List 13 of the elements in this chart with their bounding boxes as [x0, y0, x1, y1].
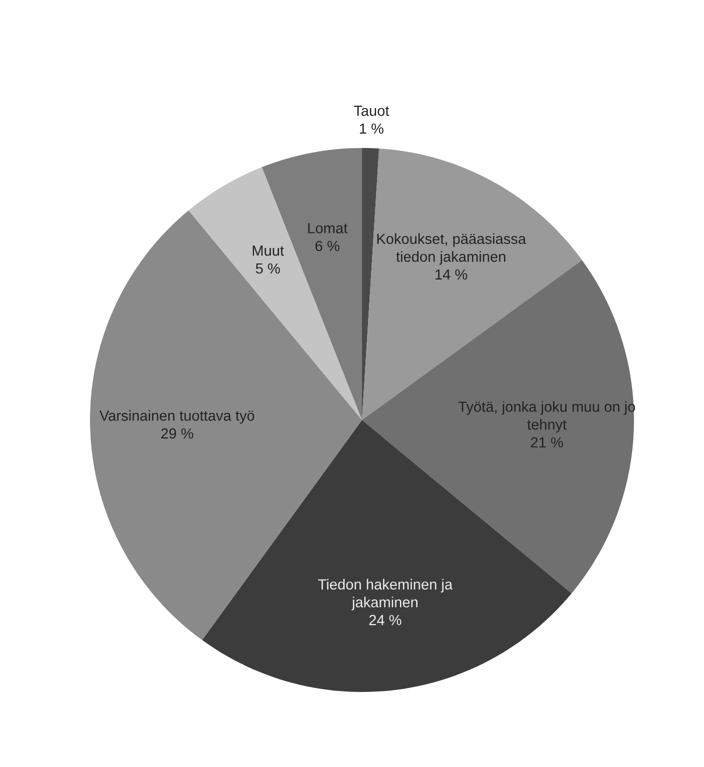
data-label: 14 %: [436, 269, 468, 280]
slice-label: Muut: [252, 246, 284, 256]
data-label: 1 %: [360, 124, 384, 134]
data-label: 5 %: [256, 263, 280, 274]
data-label: 21 %: [530, 437, 563, 448]
data-label: 6 %: [316, 240, 340, 252]
slice-label: Varsinainen tuottava työ: [100, 410, 254, 424]
slice-label: Kokoukset, pääasiassa tiedon jakaminen: [377, 233, 526, 265]
slice-label: Lomat: [308, 223, 348, 234]
slice-label: Tauot: [354, 106, 390, 116]
data-label: 24 %: [369, 614, 402, 626]
slice-label: Tiedon hakeminen ja jakaminen: [318, 578, 453, 610]
data-label: 29 %: [161, 428, 194, 439]
